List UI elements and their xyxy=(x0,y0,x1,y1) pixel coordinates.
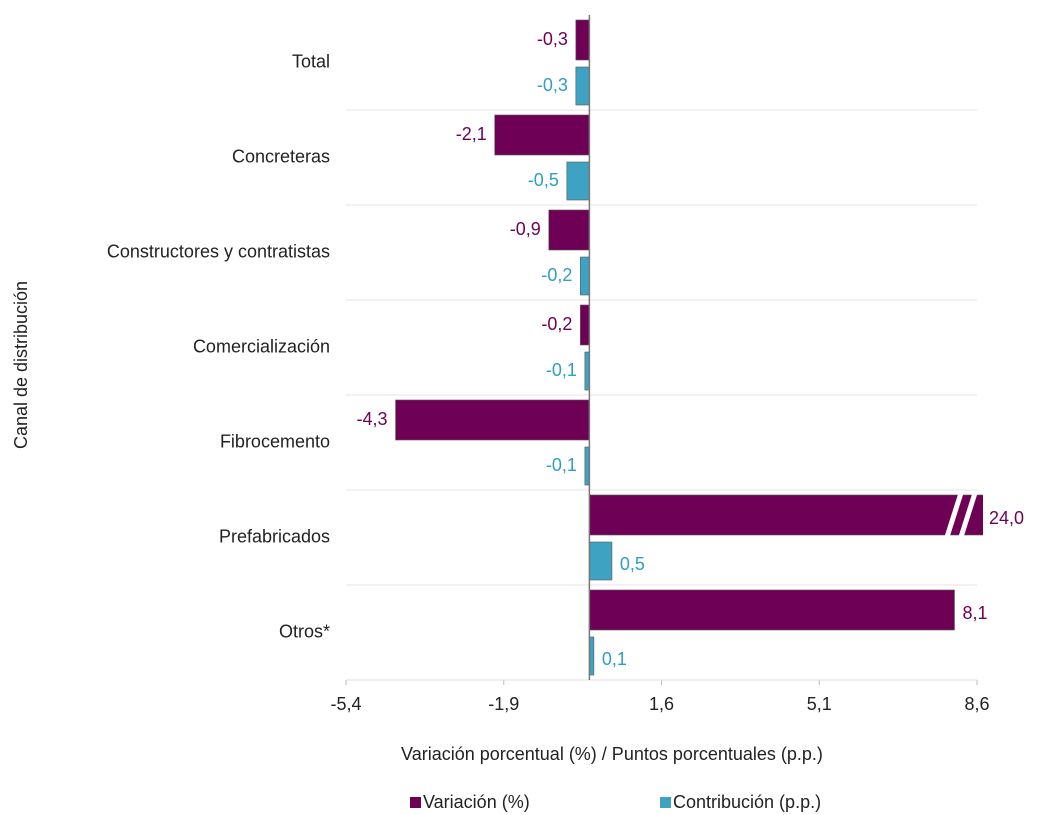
bar xyxy=(395,399,590,441)
category-label: Comercialización xyxy=(193,336,330,356)
value-label: -0,9 xyxy=(510,219,541,239)
category-label: Fibrocemento xyxy=(220,431,330,451)
value-label: -0,1 xyxy=(546,455,577,475)
value-label: -0,3 xyxy=(537,29,568,49)
x-tick-label: 1,6 xyxy=(649,694,674,714)
value-label: -2,1 xyxy=(456,124,487,144)
x-axis-title: Variación porcentual (%) / Puntos porcen… xyxy=(401,744,823,764)
bar xyxy=(548,209,590,251)
axis-break xyxy=(944,492,964,538)
value-label: -0,1 xyxy=(546,360,577,380)
value-label: -0,2 xyxy=(541,314,572,334)
category-label: Otros* xyxy=(279,621,330,641)
bar xyxy=(580,256,590,296)
bar xyxy=(494,114,590,156)
bar xyxy=(589,541,613,581)
value-label: -0,3 xyxy=(537,75,568,95)
category-label: Total xyxy=(292,51,330,71)
x-tick-label: -5,4 xyxy=(330,694,361,714)
x-tick-label: 5,1 xyxy=(807,694,832,714)
legend-swatch xyxy=(410,797,421,808)
y-axis-title: Canal de distribución xyxy=(11,281,31,449)
bar xyxy=(575,19,590,61)
category-label: Prefabricados xyxy=(219,526,330,546)
value-label: 0,1 xyxy=(602,649,627,669)
category-label: Constructores y contratistas xyxy=(107,241,330,261)
bar xyxy=(566,161,590,201)
value-label: 8,1 xyxy=(962,603,987,623)
value-label: 24,0 xyxy=(989,508,1024,528)
legend-label: Contribución (p.p.) xyxy=(673,792,821,812)
x-tick-label: -1,9 xyxy=(488,694,519,714)
axis-break xyxy=(958,492,978,538)
bar xyxy=(589,589,955,631)
category-label: Concreteras xyxy=(232,146,330,166)
value-label: 0,5 xyxy=(620,554,645,574)
value-label: -0,2 xyxy=(541,265,572,285)
bar xyxy=(575,66,590,106)
x-tick-label: 8,6 xyxy=(964,694,989,714)
bar xyxy=(580,304,590,346)
legend-label: Variación (%) xyxy=(423,792,530,812)
legend-swatch xyxy=(660,797,671,808)
value-label: -0,5 xyxy=(528,170,559,190)
value-label: -4,3 xyxy=(357,409,388,429)
bar xyxy=(589,494,983,536)
